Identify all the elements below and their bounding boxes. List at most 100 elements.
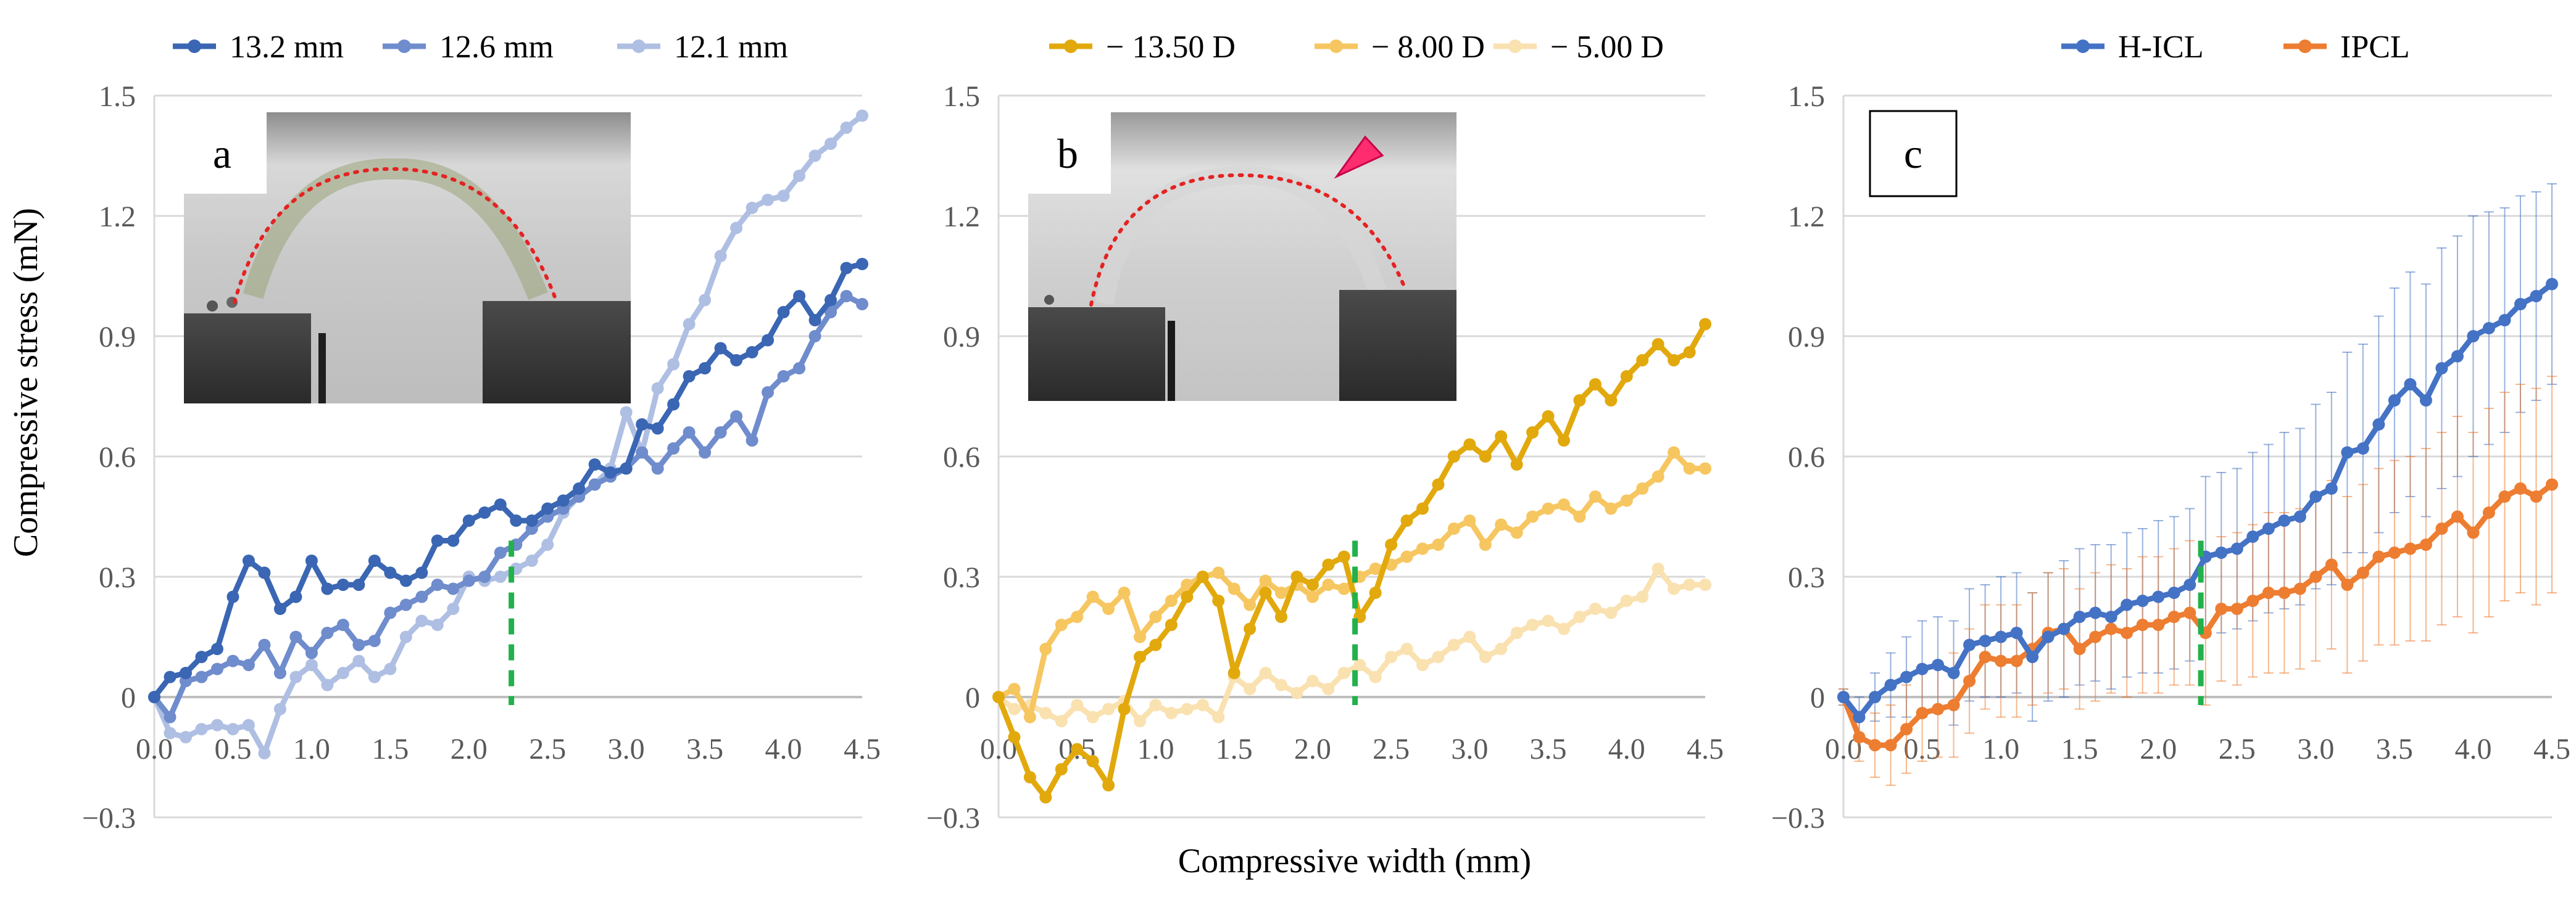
data-point [2010,654,2023,667]
data-point [1196,699,1209,711]
data-point [808,314,821,326]
data-point [2293,582,2306,595]
data-point [1165,707,1178,719]
inset-photo-b-arc [1089,173,1406,307]
data-point [1337,667,1350,679]
data-point [2498,314,2511,326]
data-point [1306,579,1319,591]
data-point [273,603,286,615]
data-point [2341,446,2354,459]
data-point [2230,542,2243,555]
data-point [1385,539,1398,551]
data-point [1165,595,1178,607]
data-point [352,579,365,591]
data-point [1118,587,1131,599]
data-point [258,566,271,579]
panel-label: a [213,130,231,177]
y-tick-label: 1.2 [1788,200,1825,233]
data-point [808,149,821,162]
data-point [179,731,192,743]
x-tick-label: 2.5 [2219,733,2256,766]
data-point [195,723,208,735]
data-point [1447,522,1460,535]
data-point [683,318,696,331]
data-point [399,574,412,587]
data-point [762,386,775,398]
data-point [1884,679,1897,692]
data-point [636,446,649,459]
data-point [1542,410,1555,423]
y-tick-label: 1.5 [1788,80,1825,113]
data-point [2530,290,2543,302]
data-point [1979,651,1992,663]
data-point [557,494,570,507]
data-point [321,627,334,639]
data-point [1369,587,1382,599]
data-point [793,170,806,182]
data-point [1118,703,1131,716]
data-point [2309,571,2322,583]
series-line [1840,482,2554,748]
data-point [1620,370,1633,382]
data-point [1322,558,1335,571]
data-point [305,555,318,567]
data-point [1979,635,1992,647]
y-tick-label: 1.2 [943,200,980,233]
data-point [856,258,868,270]
data-point [856,109,868,122]
data-point [2482,506,2495,519]
legend-entry: 12.6 mm [439,30,554,65]
data-point [226,654,239,667]
y-tick-label: 0.6 [1788,441,1825,474]
data-point [431,579,444,591]
data-point [2073,643,2086,655]
data-point [2026,651,2039,663]
chart-overlays: 13.2 mm 12.6 mm 12.1 mma− 13.50 D − 8.00 D −… [173,30,2410,705]
data-point [2482,322,2495,334]
y-tick-label: 0 [121,682,136,714]
data-point [289,630,302,643]
data-point [1149,638,1162,651]
data-point [1023,711,1036,724]
data-point [762,334,775,347]
data-point [2183,579,2196,591]
data-point [1275,679,1287,692]
data-point [2435,362,2448,374]
data-point [651,422,664,435]
chart-panels: −0.300.30.60.91.21.50.0 0.5 1.0 1.5 2.0 2.5 3.… [82,80,2570,835]
x-tick-label: 3.5 [2376,733,2413,766]
data-point [1008,731,1021,743]
inset-photo-a [184,112,631,403]
y-tick-label: 0.3 [1788,561,1825,594]
data-point [2121,598,2134,611]
data-point [1086,711,1099,724]
data-point [478,571,491,583]
data-point [1620,494,1633,507]
data-point [1479,450,1492,463]
series-0 [992,318,1711,804]
data-point [2215,547,2228,559]
data-point [305,659,318,671]
data-point [793,290,806,302]
data-point [2167,587,2180,599]
data-point [714,342,727,355]
x-tick-label: 1.5 [372,733,409,766]
data-point [525,555,538,567]
data-point [1573,394,1586,407]
data-point [667,358,680,371]
data-point [1432,478,1445,491]
data-point [2356,442,2369,455]
data-point [2089,606,2102,619]
data-point [2278,514,2291,527]
data-point [840,262,853,275]
series-0 [1837,278,2558,724]
x-tick-label: 3.5 [1530,733,1567,766]
data-point [2167,611,2180,623]
data-point [1589,490,1602,503]
x-tick-label: 2.5 [1373,733,1410,766]
legend-entry: 12.1 mm [674,30,788,65]
series-line [152,261,863,699]
data-point [1510,458,1523,471]
data-point [667,442,680,455]
legend-marker [2076,39,2090,53]
